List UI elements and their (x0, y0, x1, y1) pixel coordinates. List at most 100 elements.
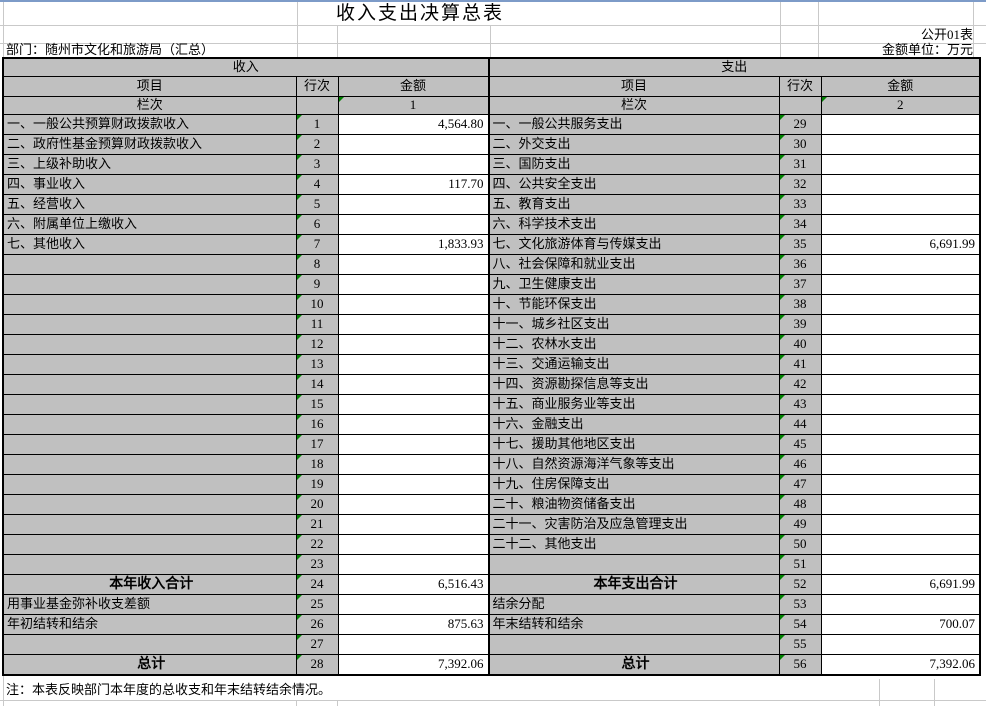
line-number-cell[interactable]: 20 (295, 494, 339, 515)
amount-cell[interactable] (820, 354, 981, 375)
line-number-cell[interactable]: 42 (778, 374, 822, 395)
amount-cell[interactable]: 4,564.80 (337, 114, 489, 135)
amount-cell[interactable]: 117.70 (337, 174, 489, 195)
amount-cell[interactable] (820, 314, 981, 335)
item-cell[interactable] (2, 494, 297, 515)
item-cell[interactable]: 二、政府性基金预算财政拨款收入 (2, 134, 297, 155)
item-cell[interactable]: 十一、城乡社区支出 (488, 314, 780, 335)
line-number-cell[interactable]: 9 (295, 274, 339, 295)
line-number-cell[interactable]: 51 (778, 554, 822, 575)
item-cell[interactable]: 一、一般公共预算财政拨款收入 (2, 114, 297, 135)
line-number-cell[interactable]: 13 (295, 354, 339, 375)
amount-cell[interactable] (337, 554, 489, 575)
amount-cell[interactable] (820, 214, 981, 235)
item-cell[interactable]: 总计 (2, 654, 297, 676)
item-cell[interactable]: 用事业基金弥补收支差额 (2, 594, 297, 615)
line-number-cell[interactable]: 4 (295, 174, 339, 195)
item-cell[interactable] (2, 294, 297, 315)
item-cell[interactable]: 五、经营收入 (2, 194, 297, 215)
amount-cell[interactable]: 7,392.06 (337, 654, 489, 676)
amount-cell[interactable] (820, 594, 981, 615)
amount-cell[interactable] (337, 134, 489, 155)
amount-cell[interactable] (337, 634, 489, 655)
expenditure-index-value[interactable]: 2 (820, 96, 981, 115)
line-number-cell[interactable]: 22 (295, 534, 339, 555)
item-cell[interactable]: 八、社会保障和就业支出 (488, 254, 780, 275)
item-cell[interactable]: 四、公共安全支出 (488, 174, 780, 195)
income-col-header-item[interactable]: 项目 (2, 76, 297, 97)
line-number-cell[interactable]: 21 (295, 514, 339, 535)
amount-cell[interactable] (337, 194, 489, 215)
amount-cell[interactable] (337, 214, 489, 235)
line-number-cell[interactable]: 1 (295, 114, 339, 135)
line-number-cell[interactable]: 17 (295, 434, 339, 455)
item-cell[interactable] (2, 414, 297, 435)
amount-cell[interactable] (820, 274, 981, 295)
line-number-cell[interactable]: 43 (778, 394, 822, 415)
expenditure-section-header[interactable]: 支出 (488, 57, 981, 77)
amount-cell[interactable] (337, 474, 489, 495)
item-cell[interactable]: 十三、交通运输支出 (488, 354, 780, 375)
item-cell[interactable] (2, 314, 297, 335)
amount-cell[interactable] (337, 594, 489, 615)
line-number-cell[interactable]: 25 (295, 594, 339, 615)
line-number-cell[interactable]: 14 (295, 374, 339, 395)
amount-cell[interactable] (337, 154, 489, 175)
line-number-cell[interactable]: 44 (778, 414, 822, 435)
amount-cell[interactable] (337, 294, 489, 315)
amount-cell[interactable] (337, 314, 489, 335)
amount-cell[interactable] (820, 494, 981, 515)
amount-cell[interactable] (820, 294, 981, 315)
amount-cell[interactable]: 6,691.99 (820, 574, 981, 595)
line-number-cell[interactable]: 24 (295, 574, 339, 595)
item-cell[interactable]: 四、事业收入 (2, 174, 297, 195)
line-number-cell[interactable]: 56 (778, 654, 822, 676)
amount-cell[interactable] (820, 194, 981, 215)
item-cell[interactable]: 年初结转和结余 (2, 614, 297, 635)
amount-cell[interactable] (820, 254, 981, 275)
item-cell[interactable]: 五、教育支出 (488, 194, 780, 215)
item-cell[interactable]: 十九、住房保障支出 (488, 474, 780, 495)
expenditure-col-header-amount[interactable]: 金额 (820, 76, 981, 97)
income-col-header-lineno[interactable]: 行次 (295, 76, 339, 97)
amount-cell[interactable] (337, 534, 489, 555)
item-cell[interactable]: 本年收入合计 (2, 574, 297, 595)
income-col-header-amount[interactable]: 金额 (337, 76, 489, 97)
amount-cell[interactable] (820, 394, 981, 415)
item-cell[interactable] (2, 474, 297, 495)
line-number-cell[interactable]: 15 (295, 394, 339, 415)
item-cell[interactable]: 二、外交支出 (488, 134, 780, 155)
amount-cell[interactable] (337, 354, 489, 375)
line-number-cell[interactable]: 38 (778, 294, 822, 315)
amount-cell[interactable]: 6,516.43 (337, 574, 489, 595)
line-number-cell[interactable]: 6 (295, 214, 339, 235)
line-number-cell[interactable]: 36 (778, 254, 822, 275)
line-number-cell[interactable]: 16 (295, 414, 339, 435)
line-number-cell[interactable]: 30 (778, 134, 822, 155)
line-number-cell[interactable]: 5 (295, 194, 339, 215)
amount-cell[interactable] (820, 134, 981, 155)
amount-cell[interactable] (820, 534, 981, 555)
line-number-cell[interactable]: 18 (295, 454, 339, 475)
line-number-cell[interactable]: 2 (295, 134, 339, 155)
amount-cell[interactable] (337, 334, 489, 355)
line-number-cell[interactable]: 10 (295, 294, 339, 315)
line-number-cell[interactable]: 46 (778, 454, 822, 475)
income-section-header[interactable]: 收入 (2, 57, 489, 77)
item-cell[interactable]: 一、一般公共服务支出 (488, 114, 780, 135)
line-number-cell[interactable]: 35 (778, 234, 822, 255)
line-number-cell[interactable]: 34 (778, 214, 822, 235)
item-cell[interactable] (488, 554, 780, 575)
amount-cell[interactable] (820, 554, 981, 575)
item-cell[interactable]: 本年支出合计 (488, 574, 780, 595)
amount-cell[interactable] (820, 154, 981, 175)
item-cell[interactable]: 十二、农林水支出 (488, 334, 780, 355)
item-cell[interactable]: 二十二、其他支出 (488, 534, 780, 555)
item-cell[interactable]: 十八、自然资源海洋气象等支出 (488, 454, 780, 475)
amount-cell[interactable] (337, 454, 489, 475)
line-number-cell[interactable]: 47 (778, 474, 822, 495)
item-cell[interactable]: 结余分配 (488, 594, 780, 615)
amount-cell[interactable] (820, 454, 981, 475)
item-cell[interactable] (488, 634, 780, 655)
income-index-value[interactable]: 1 (337, 96, 489, 115)
